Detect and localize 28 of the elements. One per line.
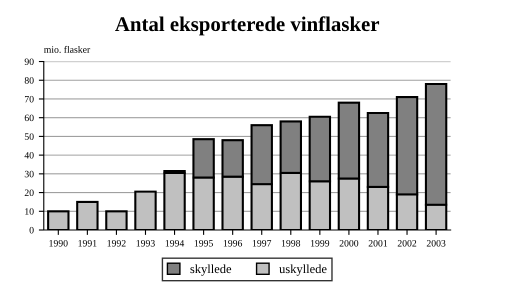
x-tick-label: 1997 [252,240,272,247]
x-tick-label: 1998 [282,240,300,247]
y-tick-label: 60 [24,114,34,122]
x-tick-label: 1991 [78,240,97,247]
x-tick-label: 1999 [310,240,330,247]
x-tick-label: 1995 [194,240,213,247]
chart-title: Antal eksporterede vinflasker [115,16,380,36]
x-tick-label: 2001 [368,240,388,247]
y-axis-title: mio. flasker [44,46,90,53]
x-tick-label: 2002 [398,240,416,247]
y-tick-label: 0 [30,226,34,234]
y-tick-label: 80 [24,77,34,84]
y-tick-label: 40 [24,152,34,159]
x-tick-label: 1996 [224,240,242,247]
y-tick-label: 30 [24,170,34,178]
x-tick-label: 1990 [49,240,68,247]
x-tick-label: 1992 [108,240,126,247]
legend-label: uskyllede [279,264,327,276]
x-tick-label: 1993 [136,240,155,247]
y-tick-label: 20 [24,189,34,196]
x-tick-label: 2003 [426,240,446,247]
y-tick-label: 90 [24,58,34,65]
y-tick-label: 70 [24,96,34,102]
x-tick-label: 2000 [340,240,358,247]
y-tick-label: 10 [25,208,34,215]
y-tick-label: 50 [24,133,34,140]
legend-label: skyllede [190,264,232,276]
x-tick-label: 1994 [166,240,184,247]
